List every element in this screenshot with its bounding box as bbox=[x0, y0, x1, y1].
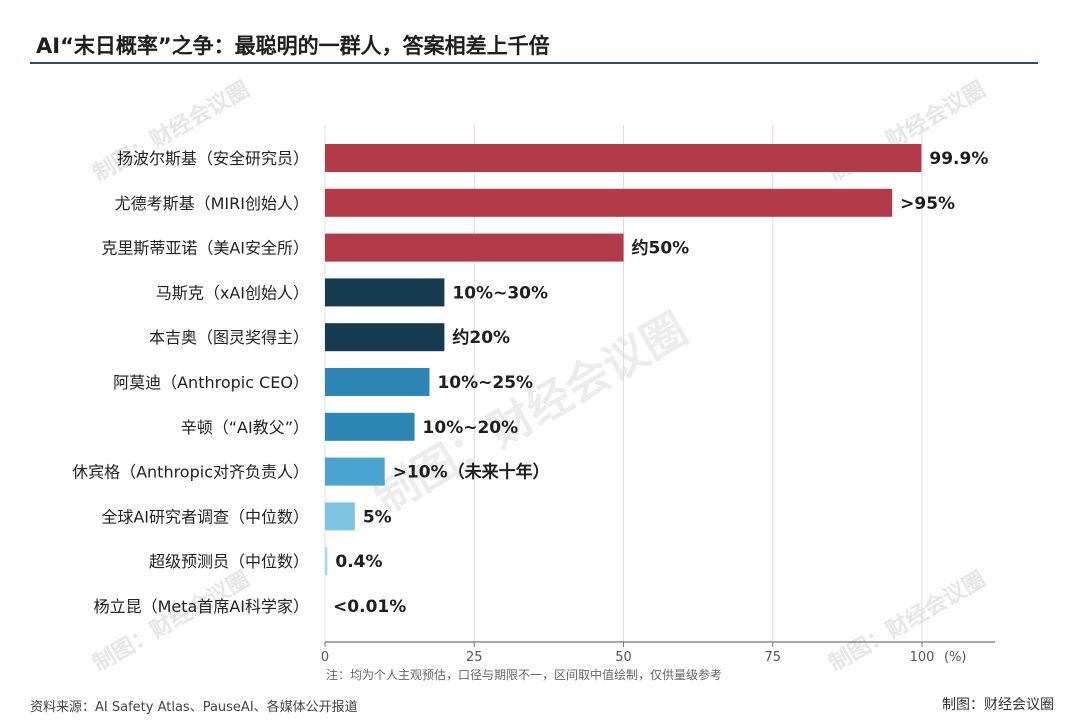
bar bbox=[325, 457, 385, 486]
value-label: <0.01% bbox=[333, 597, 406, 617]
bar bbox=[325, 547, 328, 576]
value-label: 99.9% bbox=[929, 149, 988, 169]
category-label: 休宾格（Anthropic对齐负责人） bbox=[72, 463, 309, 482]
x-tick-label: 25 bbox=[466, 650, 483, 665]
bar bbox=[325, 412, 415, 441]
category-label: 辛顿（“AI教父”） bbox=[181, 418, 309, 437]
category-label: 本吉奥（图灵奖得主） bbox=[149, 328, 309, 347]
source-text: 资料来源：AI Safety Atlas、PauseAI、各媒体公开报道 bbox=[30, 700, 358, 715]
value-label: 0.4% bbox=[335, 552, 382, 572]
value-label: 10%~25% bbox=[437, 373, 533, 393]
bar bbox=[325, 188, 893, 217]
bar bbox=[325, 278, 445, 307]
x-tick-label: 100 bbox=[910, 650, 935, 665]
value-label: >95% bbox=[900, 194, 955, 214]
category-label: 克里斯蒂亚诺（美AI安全所） bbox=[101, 239, 309, 258]
x-tick-label: 0 bbox=[321, 650, 329, 665]
chart-title: AI“末日概率”之争：最聪明的一群人，答案相差上千倍 bbox=[36, 34, 550, 58]
value-label: 10%~20% bbox=[423, 418, 519, 438]
value-label: 10%~30% bbox=[452, 283, 548, 303]
category-label: 尤德考斯基（MIRI创始人） bbox=[115, 194, 309, 213]
category-label: 杨立昆（Meta首席AI科学家） bbox=[94, 597, 309, 616]
bar bbox=[325, 368, 430, 396]
value-label: 约20% bbox=[452, 327, 510, 348]
category-label: 马斯克（xAI创始人） bbox=[156, 283, 309, 302]
credit-text: 制图：财经会议圈 bbox=[942, 697, 1054, 713]
value-label: 5% bbox=[363, 507, 392, 527]
value-label: 约50% bbox=[632, 238, 690, 259]
x-tick-label: 50 bbox=[615, 650, 632, 665]
x-axis-unit: (%) bbox=[944, 650, 967, 665]
bar bbox=[325, 233, 624, 262]
bar bbox=[325, 323, 445, 352]
category-label: 超级预测员（中位数） bbox=[149, 552, 309, 571]
value-label: >10%（未来十年） bbox=[393, 462, 550, 483]
bar bbox=[325, 502, 355, 531]
category-label: 扬波尔斯基（安全研究员） bbox=[117, 149, 309, 168]
chart-note: 注：均为个人主观预估，口径与期限不一，区间取中值绘制，仅供量级参考 bbox=[326, 668, 723, 682]
x-tick-label: 75 bbox=[764, 650, 781, 665]
category-label: 阿莫迪（Anthropic CEO） bbox=[113, 373, 309, 392]
title-divider bbox=[30, 62, 1038, 64]
category-label: 全球AI研究者调查（中位数） bbox=[101, 507, 309, 526]
bar bbox=[325, 144, 922, 172]
